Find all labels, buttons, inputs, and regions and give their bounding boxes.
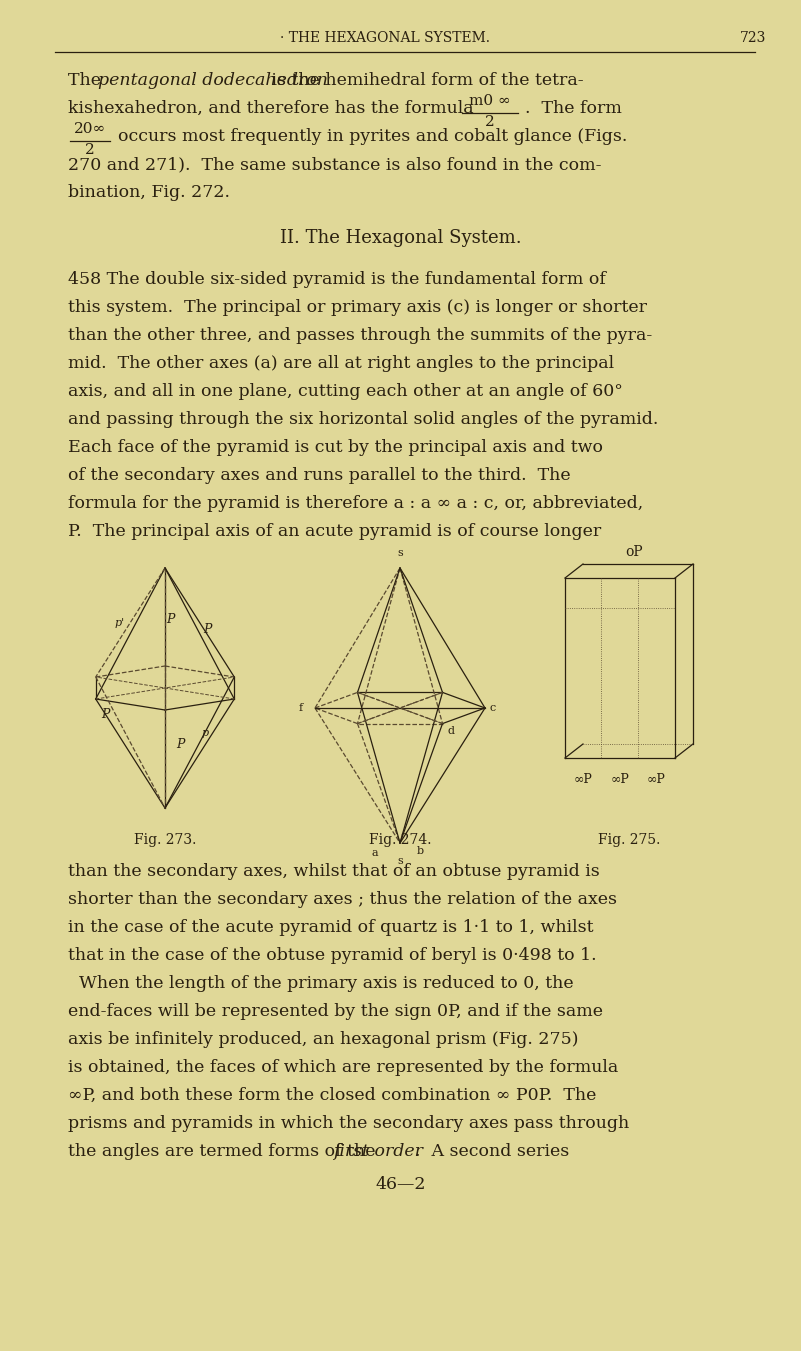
Text: II. The Hexagonal System.: II. The Hexagonal System.	[280, 230, 521, 247]
Text: d: d	[448, 725, 454, 735]
Text: formula for the pyramid is therefore a : a ∞ a : c, or, abbreviated,: formula for the pyramid is therefore a :…	[68, 494, 643, 512]
Text: P.  The principal axis of an acute pyramid is of course longer: P. The principal axis of an acute pyrami…	[68, 523, 602, 540]
Text: · THE HEXAGONAL SYSTEM.: · THE HEXAGONAL SYSTEM.	[280, 31, 490, 45]
Text: Fig. 273.: Fig. 273.	[134, 834, 196, 847]
Text: P: P	[101, 708, 109, 721]
Text: When the length of the primary axis is reduced to 0, the: When the length of the primary axis is r…	[68, 975, 574, 992]
Text: of the secondary axes and runs parallel to the third.  The: of the secondary axes and runs parallel …	[68, 467, 570, 484]
Text: ∞P: ∞P	[646, 773, 666, 786]
Text: axis, and all in one plane, cutting each other at an angle of 60°: axis, and all in one plane, cutting each…	[68, 382, 623, 400]
Text: s: s	[397, 549, 403, 558]
Text: m0 ∞: m0 ∞	[469, 95, 511, 108]
Text: than the secondary axes, whilst that of an obtuse pyramid is: than the secondary axes, whilst that of …	[68, 863, 600, 880]
Text: 46—2: 46—2	[376, 1175, 426, 1193]
Text: Fig. 274.: Fig. 274.	[368, 834, 431, 847]
Text: occurs most frequently in pyrites and cobalt glance (Figs.: occurs most frequently in pyrites and co…	[118, 128, 627, 145]
Text: 723: 723	[740, 31, 767, 45]
Text: end-faces will be represented by the sign 0P, and if the same: end-faces will be represented by the sig…	[68, 1002, 603, 1020]
Text: ∞P: ∞P	[610, 773, 630, 786]
Text: ∞P: ∞P	[574, 773, 593, 786]
Text: 20∞: 20∞	[74, 122, 106, 136]
Text: 2: 2	[485, 115, 495, 128]
Text: .  A second series: . A second series	[415, 1143, 570, 1161]
Text: .  The form: . The form	[525, 100, 622, 118]
Text: ∞P, and both these form the closed combination ∞ P0P.  The: ∞P, and both these form the closed combi…	[68, 1088, 597, 1104]
Text: the angles are termed forms of the: the angles are termed forms of the	[68, 1143, 381, 1161]
Text: than the other three, and passes through the summits of the pyra-: than the other three, and passes through…	[68, 327, 652, 345]
Text: P: P	[166, 613, 174, 626]
Text: axis be infinitely produced, an hexagonal prism (Fig. 275): axis be infinitely produced, an hexagona…	[68, 1031, 578, 1048]
Text: pentagonal dodecahedron: pentagonal dodecahedron	[98, 72, 328, 89]
Text: and passing through the six horizontal solid angles of the pyramid.: and passing through the six horizontal s…	[68, 411, 658, 428]
Text: Each face of the pyramid is cut by the principal axis and two: Each face of the pyramid is cut by the p…	[68, 439, 603, 457]
Text: in the case of the acute pyramid of quartz is 1·1 to 1, whilst: in the case of the acute pyramid of quar…	[68, 919, 594, 936]
Text: 2: 2	[85, 143, 95, 157]
Text: prisms and pyramids in which the secondary axes pass through: prisms and pyramids in which the seconda…	[68, 1115, 630, 1132]
Text: p': p'	[115, 617, 125, 628]
Text: P: P	[203, 623, 211, 636]
Text: that in the case of the obtuse pyramid of beryl is 0·498 to 1.: that in the case of the obtuse pyramid o…	[68, 947, 597, 965]
Text: first order: first order	[333, 1143, 423, 1161]
Text: The: The	[68, 72, 107, 89]
Text: shorter than the secondary axes ; thus the relation of the axes: shorter than the secondary axes ; thus t…	[68, 892, 617, 908]
Text: c: c	[490, 703, 497, 713]
Text: bination, Fig. 272.: bination, Fig. 272.	[68, 184, 230, 201]
Text: kishexahedron, and therefore has the formula: kishexahedron, and therefore has the for…	[68, 100, 473, 118]
Text: oP: oP	[626, 544, 643, 559]
Text: p: p	[201, 728, 208, 738]
Text: P: P	[175, 738, 184, 751]
Text: is obtained, the faces of which are represented by the formula: is obtained, the faces of which are repr…	[68, 1059, 618, 1075]
Text: f: f	[299, 703, 303, 713]
Text: b: b	[417, 846, 424, 857]
Text: is the hemihedral form of the tetra-: is the hemihedral form of the tetra-	[266, 72, 584, 89]
Text: 270 and 271).  The same substance is also found in the com-: 270 and 271). The same substance is also…	[68, 155, 602, 173]
Text: 458 The double six-sided pyramid is the fundamental form of: 458 The double six-sided pyramid is the …	[68, 272, 606, 288]
Text: s: s	[397, 857, 403, 866]
Text: a: a	[372, 848, 378, 858]
Text: this system.  The principal or primary axis (c) is longer or shorter: this system. The principal or primary ax…	[68, 299, 647, 316]
Text: mid.  The other axes (a) are all at right angles to the principal: mid. The other axes (a) are all at right…	[68, 355, 614, 372]
Text: Fig. 275.: Fig. 275.	[598, 834, 660, 847]
